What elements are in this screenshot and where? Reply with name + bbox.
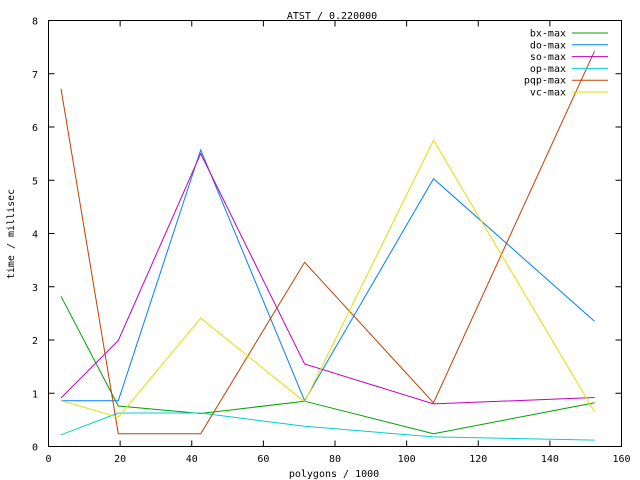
y-axis-label: time / millisec — [6, 189, 17, 279]
series-line-vc-max — [60, 139, 596, 418]
x-tick-label: 0 — [45, 454, 51, 465]
x-tick-label: 80 — [329, 454, 341, 465]
x-tick-label: 160 — [612, 454, 630, 465]
y-tick-label: 6 — [32, 123, 38, 134]
series-lines — [60, 50, 596, 441]
legend-label-pqp-max: pqp-max — [524, 76, 566, 87]
series-line-do-max — [61, 148, 595, 402]
series-line-op-max — [60, 412, 595, 441]
legend-label-do-max: do-max — [530, 40, 566, 51]
y-tick-label: 5 — [32, 176, 38, 187]
series-line-pqp-max — [60, 50, 596, 435]
y-tick-label: 8 — [32, 17, 38, 28]
y-tick-label: 7 — [32, 70, 38, 81]
x-tick-label: 120 — [469, 454, 487, 465]
y-tick-label: 2 — [32, 336, 38, 347]
y-tick-label: 3 — [32, 283, 38, 294]
legend-label-vc-max: vc-max — [530, 88, 566, 99]
legend-label-op-max: op-max — [530, 64, 566, 75]
chart-title: ATST / 0.220000 — [287, 11, 377, 22]
x-tick-label: 40 — [186, 454, 198, 465]
series-line-bx-max — [60, 296, 595, 435]
legend-label-so-max: so-max — [530, 52, 566, 63]
legend-label-bx-max: bx-max — [530, 29, 566, 40]
axes: 0 20 40 60 80 100 120 140 160 0 1 2 3 4 5 6 7 8 — [32, 17, 631, 466]
y-tick-label: 1 — [32, 389, 38, 400]
x-tick-label: 140 — [541, 454, 559, 465]
x-tick-label: 100 — [398, 454, 416, 465]
x-tick-label: 20 — [114, 454, 126, 465]
y-tick-label: 4 — [32, 230, 38, 241]
x-axis-label: polygons / 1000 — [289, 469, 379, 480]
series-line-so-max — [60, 152, 595, 405]
x-tick-label: 60 — [257, 454, 269, 465]
y-tick-label: 0 — [32, 443, 38, 454]
